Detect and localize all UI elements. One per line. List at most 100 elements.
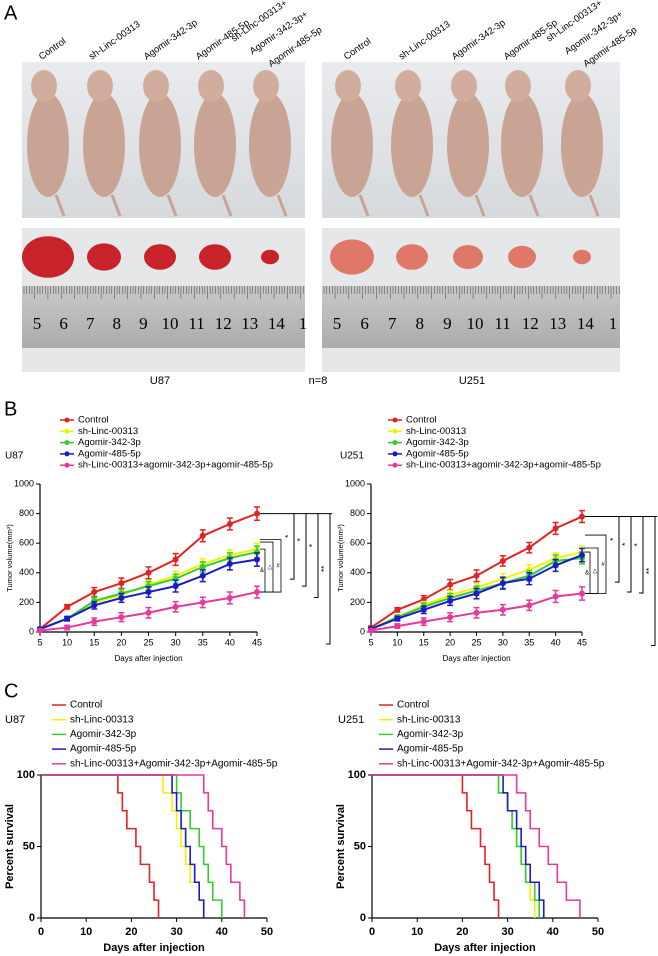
y-tick-label: 600	[350, 538, 365, 548]
x-tick-label: 0	[38, 926, 44, 938]
data-point	[226, 520, 233, 527]
mouse-head	[395, 70, 421, 102]
tumor	[330, 239, 374, 275]
mouse-body	[83, 93, 125, 197]
significance: *	[284, 535, 293, 538]
legend-label: sh-Linc-00313	[397, 714, 461, 725]
mouse-tail	[54, 194, 66, 217]
legend-label: Agomir-485-5p	[70, 744, 137, 755]
column-label-text: Control	[342, 36, 373, 63]
x-tick-label: 45	[577, 637, 587, 647]
x-tick-label: 25	[143, 637, 153, 647]
x-tick-label: 40	[216, 926, 228, 938]
data-point	[552, 593, 559, 600]
data-point	[473, 590, 480, 597]
data-point	[172, 556, 179, 563]
significance: &	[260, 568, 264, 574]
mouse-head	[143, 70, 169, 102]
x-axis-label: Days after injection	[442, 654, 510, 663]
survival-curve	[372, 774, 545, 918]
bracket	[585, 534, 607, 594]
y-tick-label: 1000	[14, 478, 34, 488]
x-tick-label: 20	[125, 926, 137, 938]
bracket	[326, 513, 331, 645]
column-label-text: Agomir-342-3p	[142, 17, 200, 62]
x-axis-label: Days after injection	[103, 942, 205, 954]
ruler-number: 10	[467, 314, 484, 333]
ruler-number: 14	[577, 314, 595, 333]
significance: **	[320, 566, 329, 572]
ruler-number: 9	[443, 314, 452, 333]
ruler-number: 13	[241, 314, 258, 333]
data-point	[394, 615, 401, 622]
data-point	[254, 589, 260, 596]
significance: *	[609, 538, 618, 541]
mouse-tail	[166, 194, 178, 217]
data-point	[118, 614, 125, 621]
legend-label: sh-Linc-00313	[78, 426, 138, 437]
data-point	[37, 627, 43, 634]
y-tick-label: 50	[23, 840, 35, 852]
survival-curve	[41, 774, 246, 918]
legend-label: sh-Linc-00313	[70, 714, 134, 725]
mouse-head	[31, 70, 57, 102]
column-label-text: Agomir-485-5p	[194, 17, 252, 62]
x-tick-label: 30	[171, 637, 181, 647]
column-label: Agomir-485-5p	[194, 17, 252, 62]
legend-label: Control	[78, 415, 109, 426]
panel-label: A	[4, 2, 18, 24]
data-point	[499, 580, 506, 587]
tumor	[453, 245, 483, 269]
x-tick-label: 35	[524, 637, 534, 647]
data-point	[473, 609, 480, 616]
ruler-number: 6	[360, 314, 369, 333]
bracket	[639, 516, 644, 594]
y-tick-label: 200	[19, 597, 34, 607]
data-point	[447, 597, 454, 604]
ruler-number: 12	[522, 314, 539, 333]
ruler-number: 11	[494, 314, 510, 333]
bracket	[314, 513, 319, 598]
column-label-text: sh-Linc-00313	[397, 19, 453, 63]
x-tick-label: 20	[456, 926, 468, 938]
data-point	[368, 627, 374, 634]
y-tick-label: 800	[19, 508, 34, 518]
x-tick-label: 10	[411, 926, 423, 938]
tumor	[573, 249, 591, 265]
legend-marker	[392, 428, 398, 434]
x-tick-label: 30	[498, 637, 508, 647]
mouse-tail	[276, 194, 288, 217]
mouse-tail	[588, 194, 600, 217]
mouse-tail	[110, 194, 122, 217]
significance: **	[645, 568, 654, 574]
legend-marker	[392, 440, 398, 446]
data-point	[552, 562, 559, 569]
significance: #	[601, 562, 605, 568]
legend-label: Agomir-342-3p	[70, 729, 137, 740]
x-axis-label: Days after injection	[114, 654, 182, 663]
ruler-number: 12	[215, 314, 232, 333]
mouse-tail	[474, 194, 486, 217]
ruler-number: 5	[333, 314, 342, 333]
significance: #	[276, 563, 280, 569]
x-tick-label: 20	[116, 637, 126, 647]
column-label-text: sh-Linc-00313	[87, 19, 143, 63]
data-point	[473, 572, 480, 579]
data-point	[420, 618, 427, 625]
legend-marker	[64, 440, 70, 446]
bracket	[290, 513, 295, 580]
survival-curve	[41, 774, 205, 918]
x-tick-label: 5	[368, 637, 373, 647]
legend-label: Control	[70, 700, 102, 711]
data-point	[91, 602, 98, 609]
mouse-tail	[418, 194, 430, 217]
bracket	[627, 516, 632, 593]
legend-marker	[64, 462, 70, 468]
x-tick-label: 15	[89, 637, 99, 647]
legend-marker	[64, 417, 70, 423]
data-point	[145, 569, 152, 576]
bracket	[260, 539, 282, 593]
x-tick-label: 10	[392, 637, 402, 647]
column-label: sh-Linc-00313	[397, 19, 453, 63]
y-tick-label: 200	[350, 597, 365, 607]
